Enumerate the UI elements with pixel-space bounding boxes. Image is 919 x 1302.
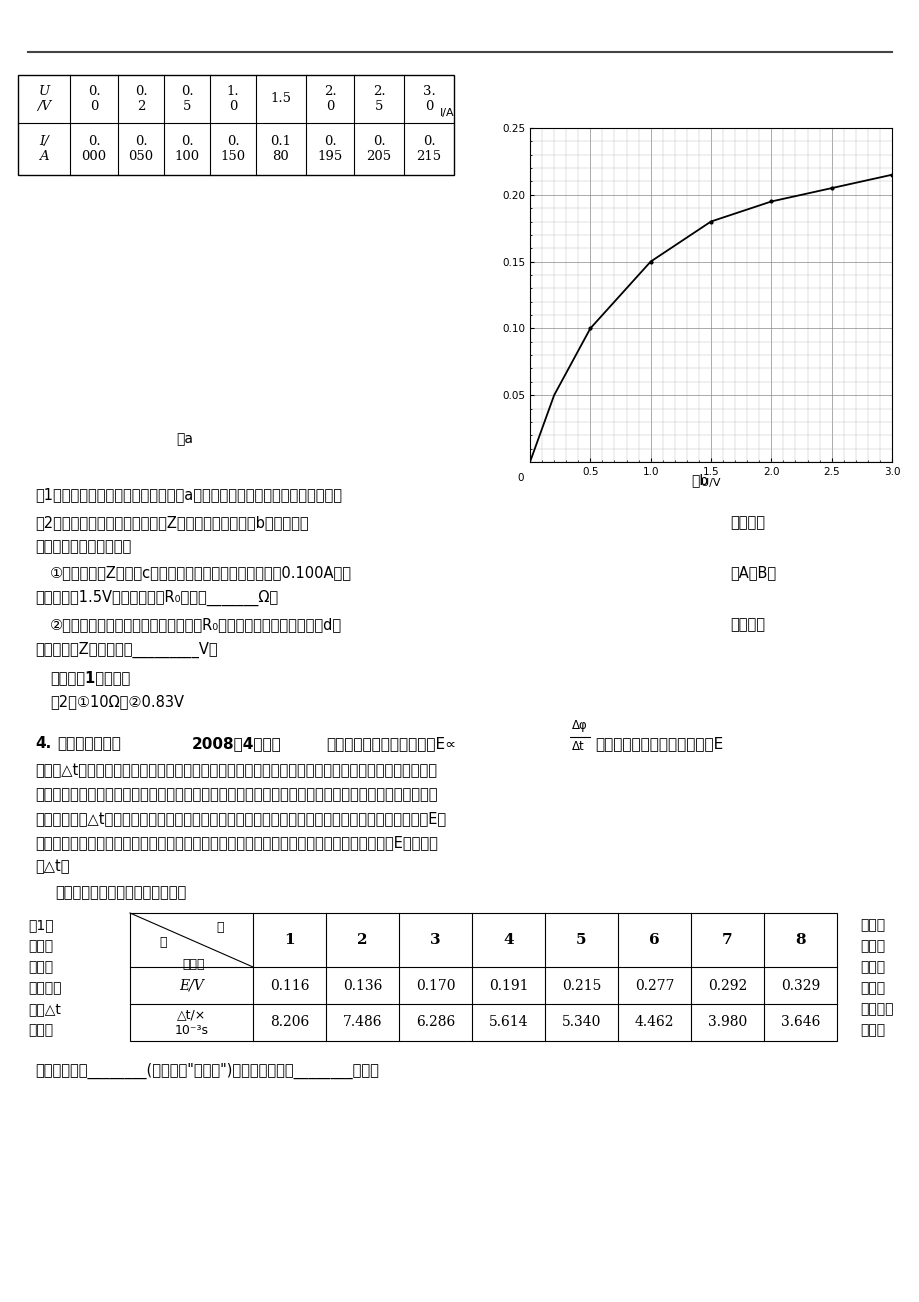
- Text: 量的△t: 量的△t: [28, 1003, 61, 1016]
- Text: 4.: 4.: [35, 736, 51, 751]
- Text: 0.215: 0.215: [562, 979, 600, 992]
- Text: E/V: E/V: [179, 979, 204, 992]
- Text: 0.
0: 0. 0: [87, 85, 100, 113]
- Text: 时间内，: 时间内，: [859, 1003, 892, 1016]
- Text: 2.
5: 2. 5: [372, 85, 385, 113]
- Text: 次: 次: [216, 921, 223, 934]
- X-axis label: U/V: U/V: [700, 478, 720, 488]
- Text: 6: 6: [649, 934, 659, 947]
- Text: 实验中，: 实验中，: [28, 980, 62, 995]
- Text: 0.
5: 0. 5: [180, 85, 193, 113]
- Text: 5: 5: [575, 934, 586, 947]
- Text: 路中用电器Z的工作压为_________V。: 路中用电器Z的工作压为_________V。: [35, 642, 218, 659]
- Text: 0.191: 0.191: [488, 979, 528, 992]
- Text: I/
A: I/ A: [40, 135, 49, 163]
- Text: 5.614: 5.614: [488, 1016, 528, 1030]
- Text: 答案：（1）如右图: 答案：（1）如右图: [50, 671, 130, 685]
- Text: 0.
205: 0. 205: [366, 135, 391, 163]
- Text: 图a: 图a: [176, 432, 193, 447]
- Text: 1.
0: 1. 0: [226, 85, 239, 113]
- Text: △t/×
10⁻³s: △t/× 10⁻³s: [175, 1009, 209, 1036]
- Text: ②若将两个与上述电阻相同的定值电阻R₀并联后接入同一电路，如图d，: ②若将两个与上述电阻相同的定值电阻R₀并联后接入同一电路，如图d，: [50, 617, 342, 631]
- Text: 3.980: 3.980: [707, 1016, 746, 1030]
- Text: 0.
195: 0. 195: [317, 135, 342, 163]
- Text: 间△t。: 间△t。: [35, 859, 70, 874]
- Text: 4.462: 4.462: [634, 1016, 674, 1030]
- Text: 6.286: 6.286: [415, 1016, 455, 1030]
- Text: 测量值: 测量值: [183, 958, 205, 971]
- Text: 道上，强磁铁和挡光片固定在运动的小车上。每当小车在轨道上运动经过光电门时，光电门会记录下挡光: 道上，强磁铁和挡光片固定在运动的小车上。每当小车在轨道上运动经过光电门时，光电门…: [35, 786, 437, 802]
- Text: 则在该电: 则在该电: [729, 617, 765, 631]
- Text: 磁铁相: 磁铁相: [28, 1023, 53, 1036]
- Text: 0.
150: 0. 150: [221, 135, 245, 163]
- Text: 4: 4: [503, 934, 513, 947]
- Text: 0.136: 0.136: [343, 979, 381, 992]
- Text: （上海市卢湾区: （上海市卢湾区: [57, 736, 120, 751]
- Text: 5.340: 5.340: [562, 1016, 600, 1030]
- Text: 据和图线解决下列问题：: 据和图线解决下列问题：: [35, 539, 131, 553]
- Text: 7: 7: [721, 934, 732, 947]
- Text: 0.329: 0.329: [780, 979, 819, 992]
- Text: 7.486: 7.486: [343, 1016, 381, 1030]
- Text: 1: 1: [284, 934, 294, 947]
- Text: 3.646: 3.646: [780, 1016, 820, 1030]
- Text: 0.
050: 0. 050: [129, 135, 153, 163]
- Text: I/A: I/A: [439, 108, 454, 118]
- Text: 与时间△t成反比，某小组同学设计了如图所示的一个实验装置：线圈和光电门传感器固定在水平光滑轨: 与时间△t成反比，某小组同学设计了如图所示的一个实验装置：线圈和光电门传感器固定…: [35, 763, 437, 779]
- Text: 在一次实验中得到的数据如下表：: 在一次实验中得到的数据如下表：: [55, 885, 186, 900]
- Text: 图b: 图b: [690, 473, 708, 487]
- Text: 0.
000: 0. 000: [82, 135, 107, 163]
- Text: 3.
0: 3. 0: [422, 85, 435, 113]
- Text: 0.170: 0.170: [415, 979, 455, 992]
- Text: 观察和: 观察和: [859, 918, 884, 932]
- Text: 每次测: 每次测: [859, 980, 884, 995]
- Text: 后，为了定量验证感应电动势E: 后，为了定量验证感应电动势E: [595, 736, 722, 751]
- Text: 8.206: 8.206: [269, 1016, 309, 1030]
- Text: 知A、B两: 知A、B两: [729, 565, 776, 579]
- Text: （2）①10Ω，②0.83V: （2）①10Ω，②0.83V: [50, 694, 184, 710]
- Text: 0.277: 0.277: [634, 979, 674, 992]
- Text: 0.116: 0.116: [269, 979, 309, 992]
- Text: 2: 2: [357, 934, 368, 947]
- Text: （1）请根据上述表格中的数据，在图a中用笔连线补充完成该电路的实物图；: （1）请根据上述表格中的数据，在图a中用笔连线补充完成该电路的实物图；: [35, 487, 342, 503]
- Text: 端电压恒为1.5V，则定值电阻R₀阻值为_______Ω；: 端电压恒为1.5V，则定值电阻R₀阻值为_______Ω；: [35, 590, 278, 607]
- Text: （1）: （1）: [28, 918, 53, 932]
- Text: ①若把用电器Z接入图c所示的电路中时，电流表的读数为0.100A，已: ①若把用电器Z接入图c所示的电路中时，电流表的读数为0.100A，已: [50, 565, 352, 579]
- Text: U
/V: U /V: [37, 85, 51, 113]
- Text: 0: 0: [516, 473, 523, 483]
- Text: Δφ: Δφ: [572, 719, 587, 732]
- Text: 对线圈: 对线圈: [859, 1023, 884, 1036]
- Bar: [130, 913, 836, 1042]
- Text: 8: 8: [794, 934, 805, 947]
- Bar: [18, 76, 453, 174]
- Text: 2.
0: 2. 0: [323, 85, 336, 113]
- Text: 实验装: 实验装: [859, 939, 884, 953]
- Text: 分析该: 分析该: [28, 939, 53, 953]
- Text: 运动的距离都________(选填相同"或不同")，从而覛了控制________不变；: 运动的距离都________(选填相同"或不同")，从而覛了控制________…: [35, 1062, 379, 1079]
- Text: 0.
100: 0. 100: [175, 135, 199, 163]
- Text: 3: 3: [430, 934, 440, 947]
- Text: 据这些数: 据这些数: [729, 516, 765, 530]
- Text: 片的挡光时间△t，同时触发接在线圈两端的电压传感器记录下在这段时间内线圈中产生的感应电动势E。: 片的挡光时间△t，同时触发接在线圈两端的电压传感器记录下在这段时间内线圈中产生的…: [35, 811, 446, 825]
- Text: Δt: Δt: [572, 740, 584, 753]
- Text: 0.
2: 0. 2: [134, 85, 147, 113]
- Text: （2）利用这些数据绘出的用电器Z的伏安特性曲线如图b所示，请根: （2）利用这些数据绘出的用电器Z的伏安特性曲线如图b所示，请根: [35, 516, 308, 530]
- Text: 置可看: 置可看: [28, 960, 53, 974]
- Text: 利用小车末端的弹簧将小车以不同的速度从轨道的最右端弹出，就能得到一系列的感应电动势E和挡光时: 利用小车末端的弹簧将小车以不同的速度从轨道的最右端弹出，就能得到一系列的感应电动…: [35, 835, 437, 850]
- Text: ）学了法拉第电磁感应定律E∝: ）学了法拉第电磁感应定律E∝: [325, 736, 456, 751]
- Text: 0.292: 0.292: [707, 979, 746, 992]
- Text: 2008年4月模拟: 2008年4月模拟: [192, 736, 281, 751]
- Text: 0.1
80: 0.1 80: [270, 135, 291, 163]
- Text: 0.
215: 0. 215: [416, 135, 441, 163]
- Text: 出，在: 出，在: [859, 960, 884, 974]
- Text: 数: 数: [159, 936, 166, 949]
- Text: 1.5: 1.5: [270, 92, 291, 105]
